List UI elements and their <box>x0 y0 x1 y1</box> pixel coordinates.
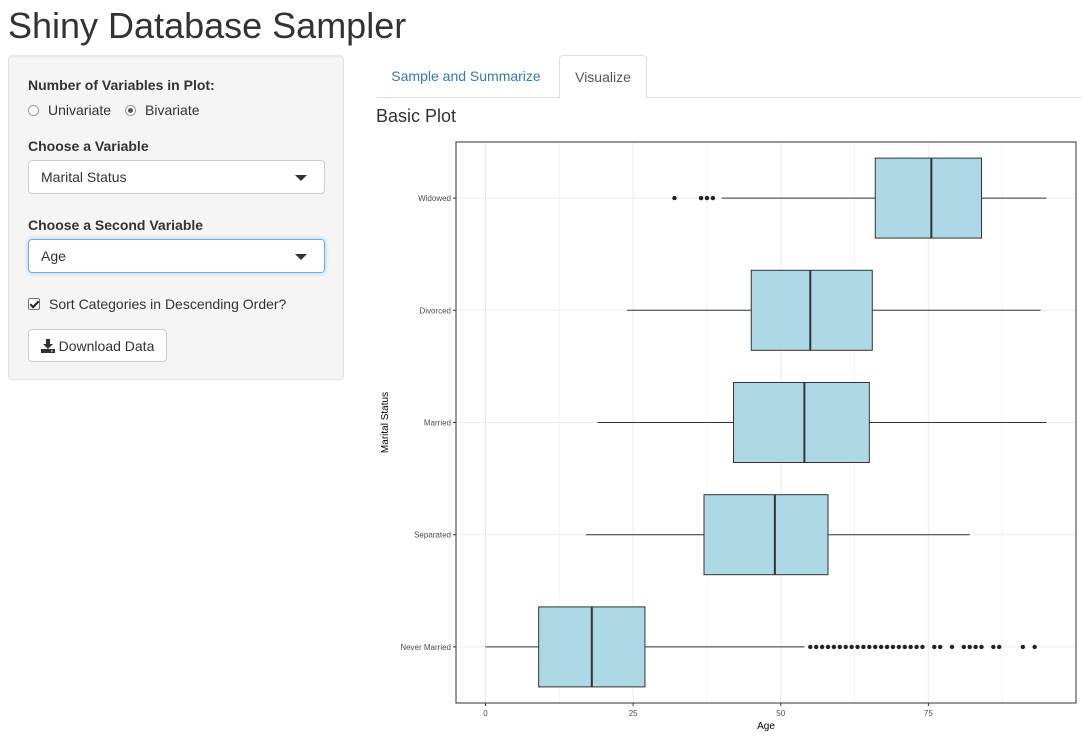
sidebar-panel: Number of Variables in Plot: Univariate … <box>8 55 344 380</box>
boxplot-chart: Widowed Divorced Married Separated Never Mar… <box>380 141 1077 732</box>
outlier-point <box>873 644 878 650</box>
outlier-point <box>937 644 943 650</box>
box-married <box>733 382 870 463</box>
outlier-point <box>949 644 955 650</box>
outlier-point <box>991 644 996 650</box>
chevron-down-icon <box>295 254 307 260</box>
outlier-point <box>825 644 831 650</box>
download-icon <box>40 338 55 353</box>
outlier-point <box>997 644 1002 650</box>
sort-checkbox[interactable] <box>28 298 40 310</box>
outlier-point <box>1020 644 1026 650</box>
y-tick-label: Widowed <box>418 194 451 203</box>
outlier-point <box>704 195 710 201</box>
outlier-point <box>896 644 902 650</box>
outlier-point <box>878 644 884 650</box>
x-tick-label: 0 <box>483 709 488 718</box>
outlier-point <box>808 644 813 650</box>
download-data-label: Download Data <box>58 337 155 354</box>
num-vars-radio-group: Univariate Bivariate <box>28 102 214 118</box>
outlier-point <box>961 644 967 650</box>
outlier-point <box>920 644 925 650</box>
outlier-point <box>855 644 860 650</box>
plot-title: Basic Plot <box>376 106 457 126</box>
outlier-point <box>932 644 937 650</box>
outlier-point <box>837 644 843 650</box>
outlier-point <box>819 644 825 650</box>
var1-selected-value: Marital Status <box>41 169 127 185</box>
outlier-point <box>908 644 913 650</box>
var2-label: Choose a Second Variable <box>28 217 204 233</box>
outlier-point <box>890 644 896 650</box>
y-axis-title: Marital Status <box>380 392 391 453</box>
outlier-point <box>902 644 907 650</box>
outlier-point <box>884 644 890 650</box>
outlier-point <box>914 644 919 650</box>
y-tick-label: Never Married <box>400 643 451 652</box>
outlier-point <box>672 195 677 201</box>
var2-selected-value: Age <box>41 248 66 264</box>
var1-select[interactable]: Marital Status <box>28 160 325 194</box>
box-separated <box>703 494 829 576</box>
box-widowed <box>874 157 983 239</box>
x-axis-title: Age <box>757 721 775 732</box>
radio-univariate[interactable] <box>28 104 39 116</box>
outlier-point <box>710 195 716 201</box>
outlier-point <box>813 644 819 650</box>
y-tick-label: Separated <box>414 531 451 540</box>
sort-checkbox-label[interactable]: Sort Categories in Descending Order? <box>49 296 287 312</box>
radio-univariate-label[interactable]: Univariate <box>48 102 112 118</box>
x-tick-label: 50 <box>776 709 785 718</box>
outlier-point <box>698 195 704 201</box>
outlier-point <box>973 644 978 650</box>
chevron-down-icon <box>295 175 307 181</box>
box-divorced <box>750 269 873 351</box>
y-tick-label: Divorced <box>419 306 451 315</box>
radio-bivariate[interactable] <box>125 104 137 116</box>
x-tick-label: 25 <box>629 709 638 718</box>
num-vars-label: Number of Variables in Plot: <box>28 77 215 93</box>
outlier-point <box>1032 644 1037 650</box>
outlier-point <box>861 644 866 650</box>
sort-checkbox-row: Sort Categories in Descending Order? <box>28 296 286 312</box>
outlier-point <box>849 644 854 650</box>
app-title: Shiny Database Sampler <box>8 5 407 46</box>
outlier-point <box>967 644 972 650</box>
x-tick-label: 75 <box>924 709 933 718</box>
tab-bar: Sample and Summarize Visualize <box>376 55 1081 98</box>
outlier-point <box>843 644 848 650</box>
var2-select[interactable]: Age <box>28 239 325 273</box>
outlier-point <box>979 644 984 650</box>
tab-visualize[interactable]: Visualize <box>559 55 647 98</box>
y-tick-label: Married <box>424 419 451 428</box>
radio-bivariate-label[interactable]: Bivariate <box>145 102 200 118</box>
outlier-point <box>831 644 837 650</box>
outlier-point <box>867 644 872 650</box>
download-data-button[interactable]: Download Data <box>28 329 167 362</box>
var1-label: Choose a Variable <box>28 138 149 154</box>
tab-sample-and-summarize[interactable]: Sample and Summarize <box>391 68 541 84</box>
